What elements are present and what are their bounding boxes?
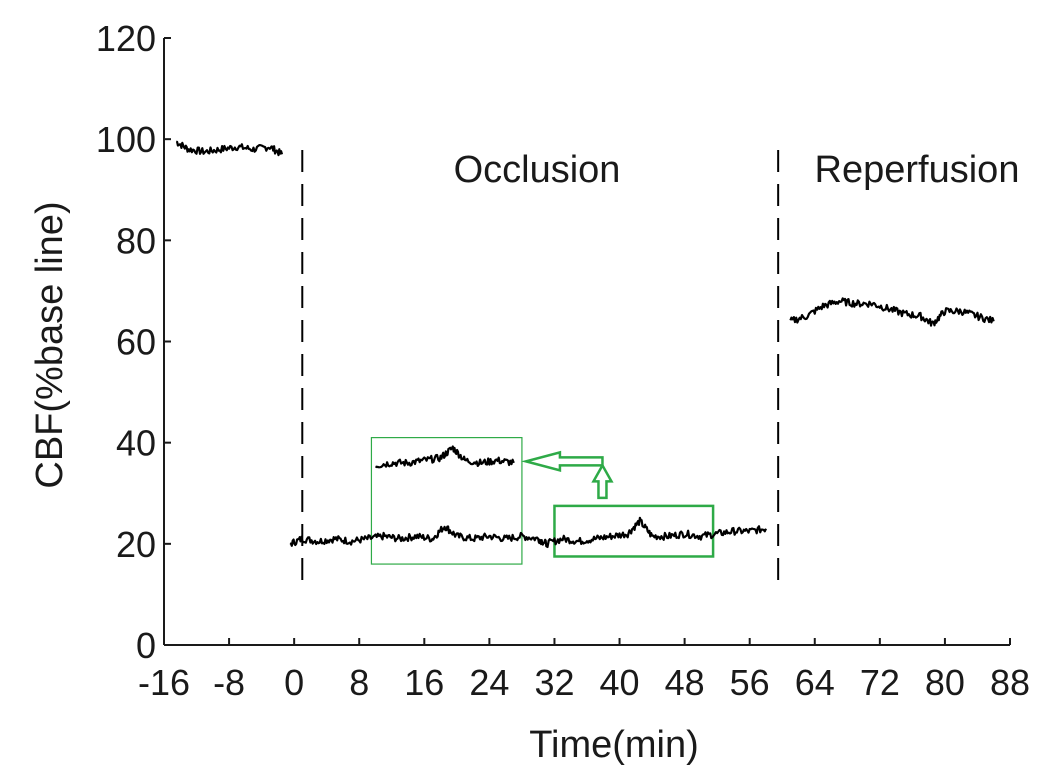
reperfusion-label: Reperfusion [815,149,1020,191]
trace-occlusion [289,516,767,549]
x-tick-label: 40 [600,662,640,703]
trace-reperfusion [789,297,995,327]
x-tick-label: 56 [730,662,770,703]
y-tick-label: 100 [96,119,156,160]
x-tick-label: 8 [349,662,369,703]
x-tick-label: -8 [213,662,245,703]
x-tick-label: 88 [990,662,1030,703]
arrow-up-icon [591,462,614,500]
zoom-source-box [553,504,715,558]
y-tick-label: 60 [116,322,156,363]
occlusion-label: Occlusion [454,149,621,191]
x-tick-label: 32 [534,662,574,703]
y-tick-label: 120 [96,18,156,59]
x-tick-label: 24 [469,662,509,703]
y-tick-label: 0 [136,625,156,666]
x-tick-label: 48 [665,662,705,703]
y-tick-label: 80 [116,220,156,261]
x-tick-label: 16 [404,662,444,703]
y-tick-label: 40 [116,423,156,464]
trace-occlusion-zoom [375,445,515,469]
x-tick-label: 80 [925,662,965,703]
trace-baseline [176,140,284,157]
x-tick-label: 64 [795,662,835,703]
x-tick-label: 72 [860,662,900,703]
x-tick-label: 0 [284,662,304,703]
y-axis-title: CBF(%base line) [29,201,71,488]
zoom-inset-box [370,437,523,565]
arrow-left-icon [521,450,604,473]
x-tick-label: -16 [138,662,190,703]
x-axis-title: Time(min) [529,724,699,766]
y-tick-label: 20 [116,524,156,565]
